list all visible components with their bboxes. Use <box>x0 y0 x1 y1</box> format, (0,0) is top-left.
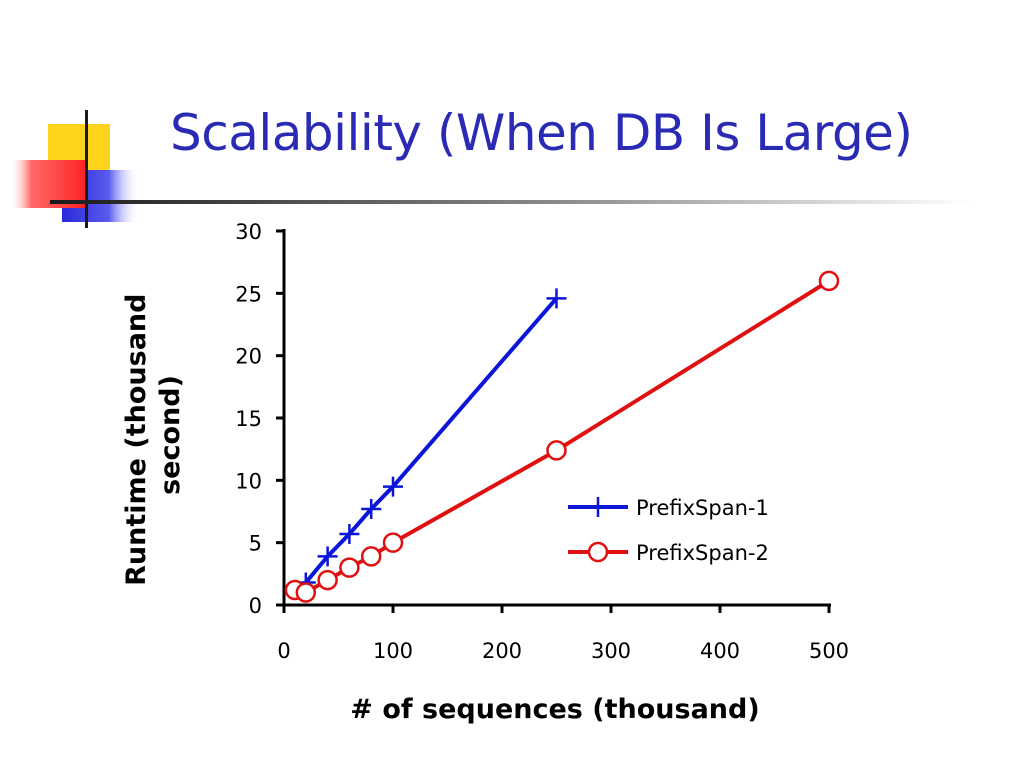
legend-swatch-marker <box>587 541 609 563</box>
series-1 <box>284 288 567 601</box>
slide-title: Scalability (When DB Is Large) <box>170 104 913 162</box>
x-tick-label: 300 <box>591 639 631 663</box>
x-tick-label: 0 <box>277 639 290 663</box>
y-axis-title-line-2: second) <box>155 375 186 495</box>
data-point <box>382 532 404 553</box>
x-tick-label: 400 <box>700 639 740 663</box>
data-point <box>295 582 317 603</box>
y-tick-label: 0 <box>249 594 262 618</box>
data-point <box>339 557 360 578</box>
data-point <box>339 523 360 544</box>
legend-item: PrefixSpan-2 <box>568 541 769 565</box>
data-point <box>818 270 840 292</box>
y-tick-label: 30 <box>235 220 262 244</box>
data-point <box>317 569 338 591</box>
data-point <box>546 288 567 309</box>
y-tick-label: 10 <box>235 469 262 493</box>
deco-horizontal-rule <box>50 200 970 204</box>
data-point <box>317 546 338 567</box>
series-line <box>293 297 559 592</box>
x-tick-label: 500 <box>809 639 849 663</box>
legend-item: PrefixSpan-1 <box>568 496 769 520</box>
x-axis-title: # of sequences (thousand) <box>350 694 759 725</box>
data-point <box>383 476 403 497</box>
series-2 <box>284 270 840 603</box>
chart-series-layer <box>284 270 840 603</box>
x-tick-label: 100 <box>373 639 413 663</box>
data-point <box>361 499 382 520</box>
y-tick-label: 25 <box>235 282 262 306</box>
data-point <box>360 546 382 567</box>
y-tick-label: 15 <box>235 407 262 431</box>
legend-label: PrefixSpan-2 <box>636 541 769 565</box>
legend-swatch-marker <box>588 497 608 517</box>
chart-legend: PrefixSpan-1 PrefixSpan-2 <box>568 496 769 565</box>
data-point <box>546 440 567 461</box>
y-tick-label: 20 <box>235 345 262 369</box>
y-tick-label: 5 <box>249 532 262 556</box>
deco-vertical-rule <box>85 110 88 228</box>
legend-label: PrefixSpan-1 <box>636 496 769 520</box>
y-axis-title: Runtime (thousand second) <box>121 284 186 586</box>
y-axis-title-line-1: Runtime (thousand <box>121 294 152 586</box>
x-tick-label: 200 <box>482 639 522 663</box>
